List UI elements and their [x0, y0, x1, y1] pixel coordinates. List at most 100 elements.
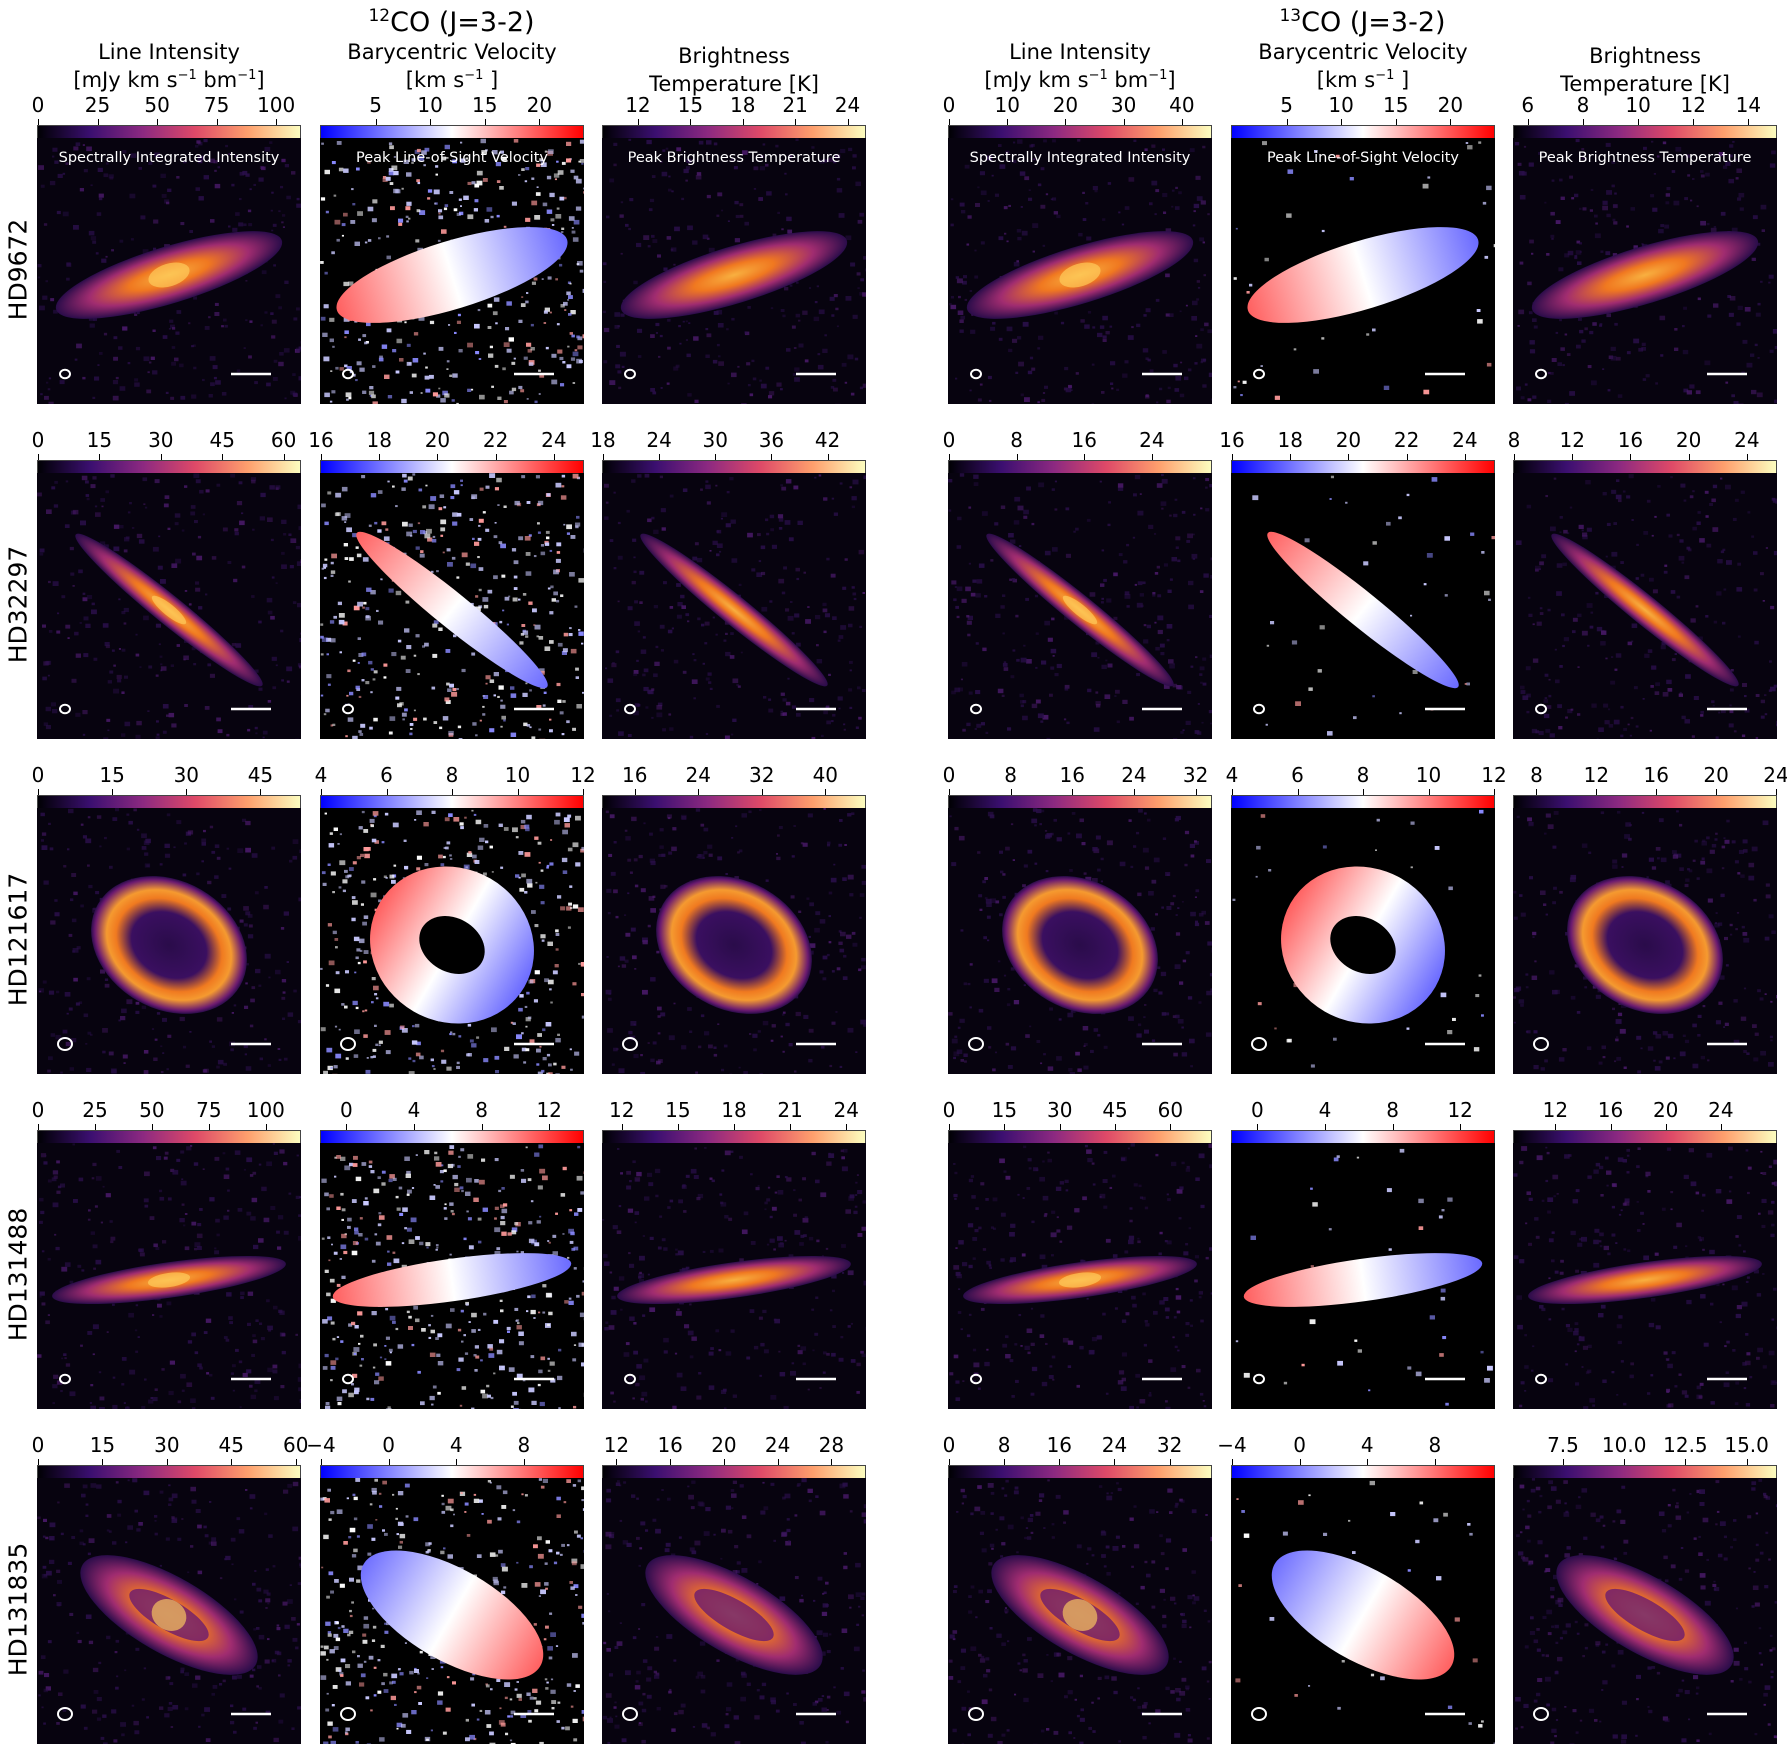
noise-pixel [1543, 903, 1547, 906]
noise-pixel [339, 833, 342, 836]
noise-pixel [1124, 591, 1130, 596]
noise-pixel [73, 891, 78, 896]
noise-pixel [456, 212, 461, 216]
noise-pixel [236, 501, 243, 506]
noise-pixel [827, 841, 831, 845]
noise-pixel [1539, 561, 1544, 566]
noise-pixel [715, 633, 718, 636]
noise-pixel [112, 1376, 116, 1379]
noise-pixel [135, 1010, 140, 1014]
noise-pixel [567, 299, 570, 301]
noise-pixel [228, 153, 231, 155]
noise-pixel [232, 1389, 235, 1392]
noise-pixel [613, 889, 618, 894]
noise-pixel [852, 166, 856, 170]
noise-pixel [685, 339, 688, 341]
noise-pixel [383, 663, 388, 667]
noise-pixel [1683, 306, 1687, 310]
noise-pixel [659, 828, 664, 832]
noise-pixel [170, 664, 174, 667]
noise-pixel [82, 597, 88, 602]
noise-pixel [756, 572, 763, 577]
noise-pixel [233, 1004, 237, 1007]
noise-pixel [671, 247, 677, 252]
noise-pixel [535, 475, 540, 479]
noise-pixel [1523, 145, 1527, 148]
noise-pixel [557, 170, 564, 175]
noise-pixel [525, 571, 532, 576]
noise-pixel [619, 351, 626, 357]
map-image [320, 138, 584, 404]
noise-pixel [1406, 493, 1410, 497]
noise-pixel [1543, 713, 1550, 719]
noise-pixel [48, 401, 54, 404]
noise-pixel [452, 521, 458, 526]
noise-pixel [830, 573, 836, 578]
noise-pixel [1481, 1014, 1484, 1017]
noise-pixel [1345, 501, 1348, 504]
noise-pixel [1538, 731, 1544, 736]
noise-pixel [389, 716, 396, 721]
noise-pixel [575, 206, 582, 211]
noise-pixel [540, 162, 547, 167]
noise-pixel [474, 323, 480, 329]
noise-pixel [520, 303, 526, 307]
noise-pixel [81, 475, 88, 481]
noise-pixel [292, 601, 297, 604]
noise-pixel [336, 238, 340, 242]
colorbar-tick [1527, 119, 1529, 125]
noise-pixel [61, 1266, 68, 1272]
noise-pixel [1470, 532, 1475, 536]
noise-pixel [53, 504, 59, 508]
noise-pixel [1679, 1051, 1686, 1057]
noise-pixel [119, 525, 124, 529]
noise-pixel [537, 1071, 543, 1074]
noise-pixel [221, 325, 224, 328]
noise-pixel [483, 695, 489, 699]
noise-pixel [1707, 314, 1712, 318]
noise-pixel [529, 689, 532, 692]
noise-pixel [1148, 891, 1154, 896]
noise-pixel [725, 632, 728, 635]
noise-pixel [456, 320, 461, 324]
noise-pixel [524, 824, 530, 829]
noise-pixel [365, 607, 370, 611]
noise-pixel [629, 871, 633, 874]
noise-pixel [335, 971, 340, 975]
noise-pixel [664, 885, 668, 888]
noise-pixel [963, 982, 968, 986]
noise-pixel [659, 624, 665, 629]
noise-pixel [135, 1001, 140, 1005]
noise-pixel [1073, 530, 1076, 533]
noise-pixel [236, 369, 241, 373]
noise-pixel [1160, 652, 1165, 656]
disk [1567, 876, 1723, 1014]
noise-pixel [1195, 656, 1198, 659]
noise-pixel [1685, 878, 1690, 882]
noise-pixel [654, 661, 660, 666]
noise-pixel [968, 506, 972, 509]
colorbar-tick-label: 75 [203, 93, 230, 117]
noise-pixel [267, 1325, 273, 1331]
noise-pixel [1195, 920, 1198, 923]
noise-pixel [1024, 397, 1030, 402]
noise-pixel [70, 1038, 77, 1043]
noise-pixel [192, 344, 196, 347]
noise-pixel [215, 1218, 220, 1223]
noise-pixel [537, 841, 542, 845]
noise-pixel [1177, 559, 1181, 563]
noise-pixel [1188, 580, 1194, 586]
noise-pixel [1095, 835, 1101, 840]
noise-pixel [1149, 369, 1154, 373]
noise-pixel [358, 695, 362, 698]
colorbar-temperature [602, 795, 866, 809]
noise-pixel [1697, 511, 1701, 514]
noise-pixel [542, 1028, 546, 1032]
noise-pixel [980, 190, 987, 196]
noise-pixel [1660, 645, 1666, 650]
noise-pixel [1447, 1030, 1453, 1035]
colorbar-tick [1693, 119, 1695, 125]
noise-pixel [255, 968, 261, 974]
noise-pixel [483, 872, 487, 876]
noise-pixel [1556, 563, 1563, 568]
